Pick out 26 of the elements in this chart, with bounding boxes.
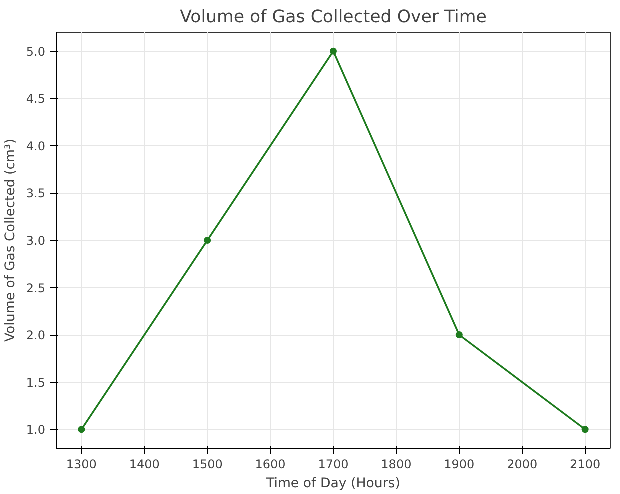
x-tick-label: 1300 bbox=[66, 458, 97, 472]
y-tick-label: 3.5 bbox=[26, 186, 46, 201]
x-axis-title: Time of Day (Hours) bbox=[266, 476, 400, 492]
y-tick-label: 4.5 bbox=[26, 92, 46, 106]
y-tick-label: 4.0 bbox=[26, 139, 46, 154]
x-tick-label: 1900 bbox=[444, 458, 475, 472]
x-tick-label: 2000 bbox=[507, 458, 538, 472]
y-tick-label: 1.5 bbox=[26, 376, 46, 390]
point bbox=[582, 426, 589, 434]
y-tick-label: 1.0 bbox=[26, 423, 46, 438]
point bbox=[456, 332, 463, 339]
point bbox=[78, 426, 86, 434]
x-tick-label: 2100 bbox=[570, 458, 601, 472]
y-tick-label: 2.5 bbox=[26, 281, 46, 296]
y-axis-title: Volume of Gas Collected (cm³) bbox=[3, 138, 18, 342]
x-tick-label: 1800 bbox=[381, 458, 412, 472]
x-tick-label: 1600 bbox=[255, 458, 286, 472]
y-tick-label: 2.0 bbox=[26, 328, 46, 343]
y-tick-label: 5.0 bbox=[26, 44, 46, 59]
point bbox=[204, 237, 212, 244]
point bbox=[330, 48, 337, 55]
y-tick-label: 3.0 bbox=[26, 234, 46, 248]
x-tick-label: 1700 bbox=[318, 458, 349, 472]
chart-title: Volume of Gas Collected Over Time bbox=[180, 8, 487, 28]
x-tick-label: 1400 bbox=[129, 458, 160, 472]
x-tick-label: 1500 bbox=[192, 458, 223, 472]
